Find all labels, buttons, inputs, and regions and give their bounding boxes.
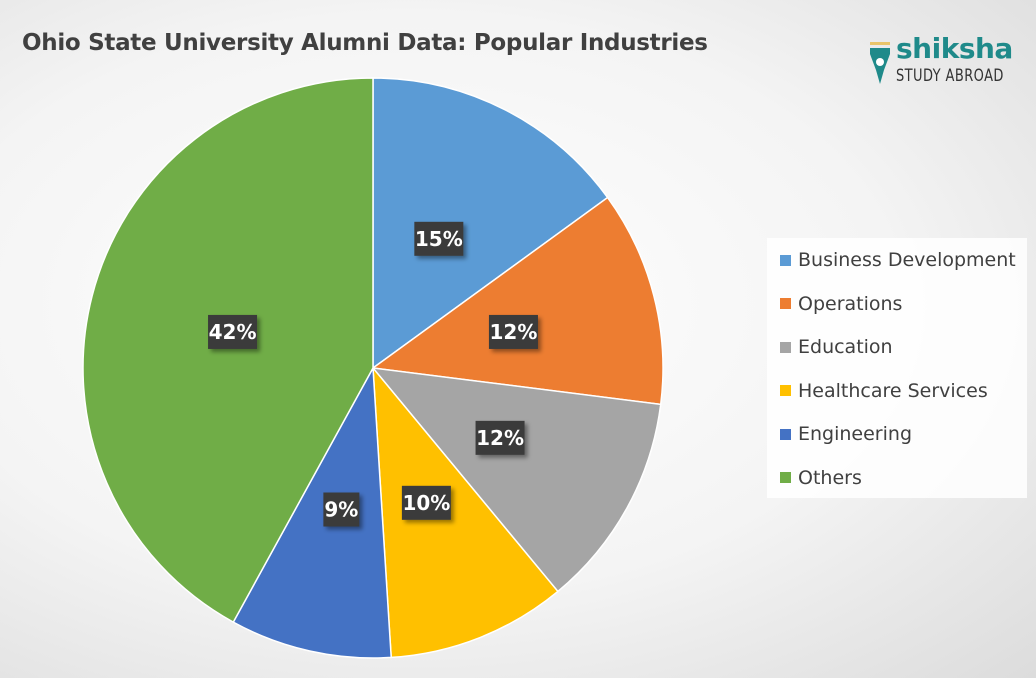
data-label-box (401, 485, 451, 520)
data-label: 9% (323, 492, 360, 527)
pie-slice-healthcare-services (372, 365, 559, 659)
data-label-box (323, 492, 360, 527)
legend-swatch (780, 472, 791, 483)
legend-item: Operations (780, 292, 903, 315)
data-label: 10% (401, 485, 451, 520)
data-label-box (475, 420, 525, 455)
legend-swatch (780, 341, 791, 353)
chart-title: Ohio State University Alumni Data: Popul… (22, 30, 708, 56)
legend-swatch (780, 428, 791, 440)
legend-swatch (780, 254, 791, 266)
data-label-text: 9% (324, 498, 358, 522)
data-label: 15% (414, 221, 464, 256)
legend-item: Business Development (780, 249, 1016, 271)
pie-slice-engineering (232, 365, 393, 659)
legend-item: Engineering (780, 423, 912, 445)
legend-swatch (780, 298, 791, 309)
data-label-box (414, 221, 464, 256)
data-label: 42% (208, 314, 258, 349)
legend-label: Business Development (798, 249, 1016, 271)
legend-label: Healthcare Services (798, 379, 988, 402)
legend-item: Others (780, 466, 862, 489)
legend: Business Development Operations Education H… (767, 238, 1027, 498)
logo-subtitle: STUDY ABROAD (896, 66, 1004, 86)
pie-slice-operations (371, 196, 664, 406)
logo-brand: shiksha (896, 32, 1013, 65)
legend-item: Education (780, 336, 893, 358)
data-label-text: 12% (476, 426, 524, 450)
legend-item: Healthcare Services (780, 379, 988, 402)
data-label: 12% (475, 420, 525, 455)
data-label-text: 42% (209, 320, 257, 344)
data-label: 12% (488, 314, 538, 349)
data-label-box (488, 314, 538, 349)
legend-label: Others (798, 466, 862, 489)
pie-slice-education (371, 367, 662, 593)
legend-label: Engineering (798, 423, 912, 445)
shiksha-logo: shiksha STUDY ABROAD (866, 32, 1026, 88)
legend-swatch (780, 385, 791, 396)
legend-label: Operations (798, 292, 903, 315)
pie-slice-business-development (372, 77, 609, 370)
legend-label: Education (798, 336, 893, 358)
data-label-box (208, 314, 258, 349)
data-label-text: 15% (415, 227, 463, 251)
pie-slice-others (82, 77, 374, 624)
pen-nib-icon (870, 42, 890, 84)
data-label-text: 12% (490, 320, 538, 344)
data-label-text: 10% (402, 491, 450, 515)
